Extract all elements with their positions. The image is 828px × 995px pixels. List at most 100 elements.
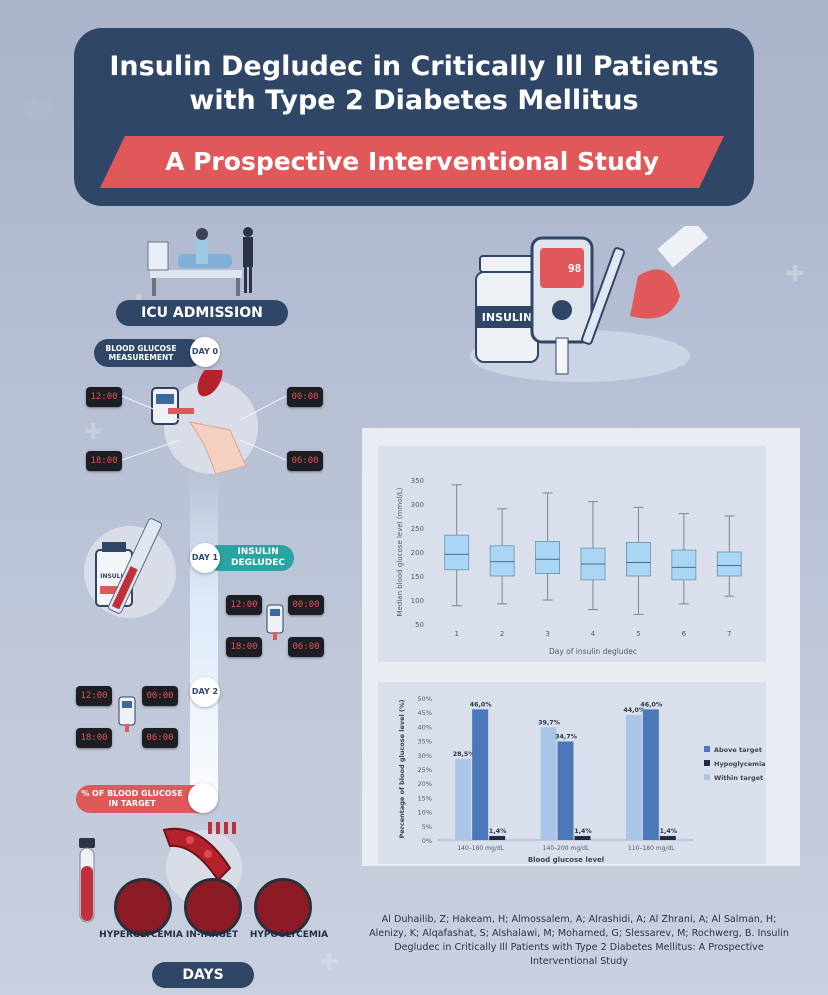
page-title: Insulin Degludec in Critically Ill Patie… [74,50,754,118]
finger-prick-icon [151,370,247,475]
bar-chart: 0% 5% 10% 15% 20% 25% 30% 35% 40% 45% 50% Percentag… [398,695,766,864]
y-tick-label: 45% [418,709,432,717]
legend-swatch [704,774,710,780]
x-tick-label: 140–200 mg/dL [543,845,590,852]
legend-label: Within target [714,774,763,782]
bottle-label: INSULIN [482,311,532,324]
y-tick-label: 25% [418,766,432,774]
x-tick-label: 2 [500,630,504,638]
clock-1800-day2: 18:00 [76,728,112,748]
subtitle: A Prospective Interventional Study [165,147,659,176]
x-tick-label: 1 [454,630,458,638]
x-tick-label: 5 [636,630,640,638]
plus-icon: ✚ [84,420,103,445]
y-tick-label: 50% [418,695,432,703]
blood-vessel-icon [162,822,236,882]
bar-data-label: 46,0% [640,701,663,708]
title-line-1: Insulin Degludec in Critically Ill Patie… [109,51,719,82]
connector-lines [121,395,287,461]
insulin-degludec-label: INSULIN DEGLUDEC [206,545,294,571]
box-iqr [716,551,742,577]
boxplot-chart: 50 100 150 200 250 300 350 Median blood glucose… [396,477,742,656]
y-tick-label: 100 [411,597,424,605]
plus-icon: ✚ [786,262,805,287]
y-tick-label: 40% [418,723,432,731]
bar [557,741,574,840]
box-iqr [535,541,560,575]
y-tick-label: 50 [415,621,424,629]
bar-data-label: 28,5% [453,751,476,758]
bar [659,836,676,840]
bar-data-label: 46,0% [470,701,493,708]
clock-1200-day2: 12:00 [76,686,112,706]
meter-reading: 98 [568,262,581,275]
blood-glucose-measurement-label: BLOOD GLUCOSE MEASUREMENT [94,339,204,367]
glucometer-icon [266,604,284,640]
clock-0000-day1: 00:00 [288,595,324,615]
hypoglycemia-cell-icon [254,878,312,936]
x-tick-label: 4 [591,630,596,638]
bar [574,836,591,840]
bar-data-label: 44,0% [623,707,646,714]
legend-label: Above target [714,746,762,754]
bar-data-label: 34,7% [555,733,578,740]
bar [489,836,506,840]
clock-1800-day1: 18:00 [226,637,262,657]
y-tick-label: 200 [411,549,424,557]
box-iqr [671,549,697,581]
clock-1200-day1: 12:00 [226,595,262,615]
outcome-in-target: IN-TARGET [185,930,239,940]
y-tick-label: 350 [411,477,424,485]
plus-icon: ✚ [320,950,339,975]
x-tick-label: 7 [727,630,731,638]
bar [625,715,642,840]
diabetes-equipment-illustration: INSULIN 98 [470,226,709,382]
boxplot-panel [378,446,766,662]
y-tick-label: 0% [422,837,432,845]
x-tick-label: 140–180 mg/dL [457,845,504,852]
outcome-hyperglycemia: HYPERGLYCEMIA [99,930,183,940]
vial-label: INSULIN [100,573,128,580]
y-axis-label: Percentage of blood glucose level (%) [398,699,406,838]
legend-label: Hypoglycemia [714,760,766,768]
clock-0600-day1: 06:00 [288,637,324,657]
x-tick-label: 6 [682,630,687,638]
y-axis-label: Median blood glucose level (mmol/L) [396,487,404,616]
day2-marker: DAY 2 [190,677,220,707]
y-tick-label: 30% [418,752,432,760]
bar-data-label: 1,4% [489,828,507,835]
icu-bed-illustration [147,227,253,296]
y-tick-label: 150 [411,573,424,581]
bar [540,727,557,840]
days-label: DAYS [152,962,254,988]
x-tick-label: 110–180 mg/dL [628,845,675,852]
blood-tube-icon [79,838,95,923]
insulin-syringe-icon: INSULIN [95,518,162,614]
box-iqr [444,534,470,571]
bar [472,709,489,840]
clock-1800-day0: 18:00 [86,451,122,471]
y-tick-label: 35% [418,738,432,746]
icu-admission-label: ICU ADMISSION [116,300,288,326]
bar-data-label: 1,4% [660,828,678,835]
citation: Al Duhailib, Z; Hakeam, H; Almossalem, A… [369,914,789,967]
y-tick-label: 300 [411,501,424,509]
y-tick-label: 15% [418,794,432,802]
heart-icon: ♥ [20,92,56,138]
clock-1200-day0: 12:00 [86,387,122,407]
y-tick-label: 250 [411,525,424,533]
glucometer-icon [118,696,136,732]
subtitle-ribbon [100,136,724,188]
y-tick-label: 20% [418,780,432,788]
bar [455,759,472,840]
clock-0600-day0: 06:00 [287,451,323,471]
day1-marker: DAY 1 [190,543,220,573]
clock-0600-day2: 06:00 [142,728,178,748]
pct-in-target-marker [188,783,218,813]
outcome-hypoglycemia: HYPOGLYCEMIA [249,930,329,940]
y-tick-label: 5% [422,823,432,831]
y-tick-label: 10% [418,809,432,817]
clock-0000-day0: 00:00 [287,387,323,407]
box-iqr [489,545,515,577]
bar-data-label: 39,7% [538,719,561,726]
